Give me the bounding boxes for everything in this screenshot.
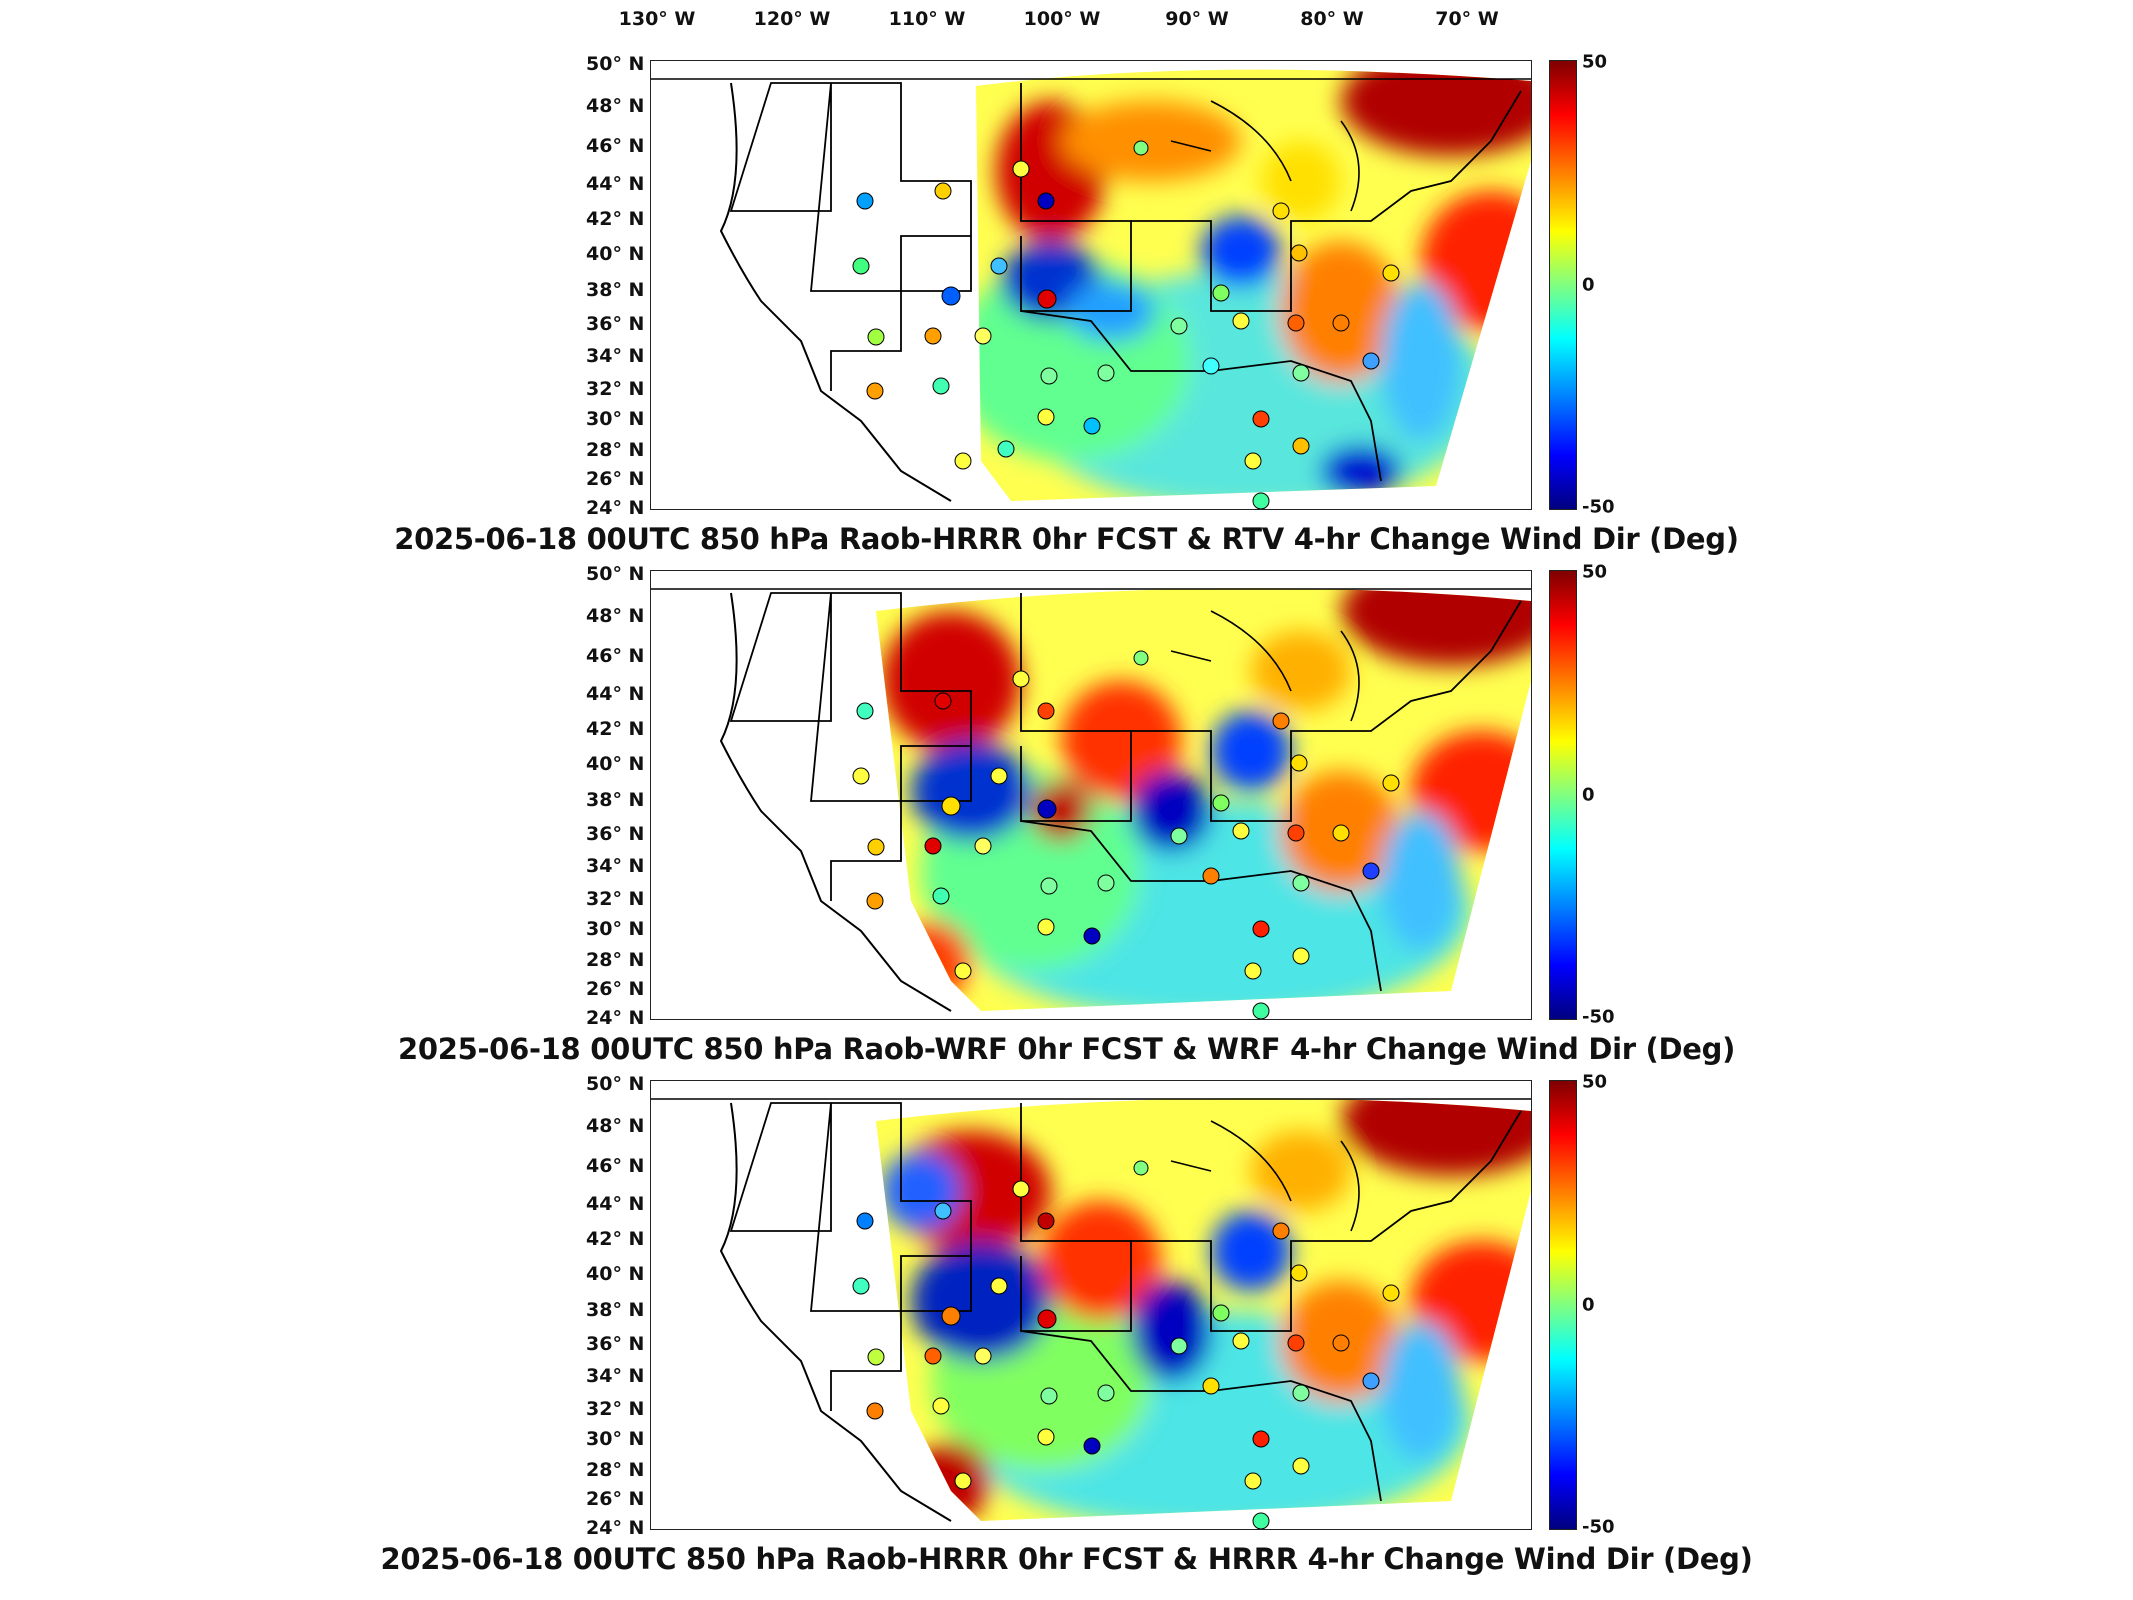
lon-label: 130° W (618, 8, 696, 30)
lat-label: 42° N (586, 1228, 645, 1250)
wind-direction-map (650, 1080, 1532, 1530)
colorbar (1549, 60, 1577, 510)
colorbar-min-label: -50 (1582, 1516, 1615, 1538)
lat-label: 42° N (586, 718, 645, 740)
lat-label: 26° N (586, 978, 645, 1000)
lat-label: 34° N (586, 345, 645, 367)
lat-label: 48° N (586, 605, 645, 627)
colorbar-mid-label: 0 (1582, 1294, 1595, 1316)
lat-label: 40° N (586, 1263, 645, 1285)
lat-label: 38° N (586, 279, 645, 301)
map-canvas (651, 1098, 1531, 1529)
lat-label: 34° N (586, 855, 645, 877)
colorbar-min-label: -50 (1582, 496, 1615, 518)
lon-label: 70° W (1435, 8, 1499, 30)
model-domain-field (976, 69, 1531, 502)
map-canvas (651, 69, 1531, 509)
lat-label: 46° N (586, 135, 645, 157)
lat-label: 44° N (586, 173, 645, 195)
lat-label: 32° N (586, 888, 645, 910)
colorbar-max-label: 50 (1582, 1071, 1608, 1093)
lat-label: 48° N (586, 95, 645, 117)
lat-label: 50° N (586, 53, 645, 75)
colorbar-mid-label: 0 (1582, 784, 1595, 806)
raob-stations (852, 140, 1400, 509)
raob-stations (852, 650, 1400, 1019)
model-domain-field (876, 588, 1531, 1012)
panel-title: 2025-06-18 00UTC 850 hPa Raob-HRRR 0hr F… (380, 1542, 1753, 1576)
lat-label: 38° N (586, 1299, 645, 1321)
colorbar (1549, 570, 1577, 1020)
colorbar-max-label: 50 (1582, 561, 1608, 583)
lat-label: 46° N (586, 1155, 645, 1177)
lat-label: 32° N (586, 1398, 645, 1420)
map-canvas (651, 588, 1531, 1019)
colorbar-mid-label: 0 (1582, 274, 1595, 296)
lat-label: 30° N (586, 1428, 645, 1450)
lat-label: 26° N (586, 1488, 645, 1510)
lat-label: 44° N (586, 683, 645, 705)
lat-label: 36° N (586, 823, 645, 845)
lon-label: 90° W (1165, 8, 1229, 30)
lat-label: 50° N (586, 563, 645, 585)
lat-label: 50° N (586, 1073, 645, 1095)
lon-label: 80° W (1300, 8, 1364, 30)
lat-label: 24° N (586, 497, 645, 519)
wind-direction-map (650, 570, 1532, 1020)
lat-label: 36° N (586, 313, 645, 335)
lat-label: 28° N (586, 949, 645, 971)
colorbar-min-label: -50 (1582, 1006, 1615, 1028)
raob-stations (852, 1160, 1400, 1529)
lat-label: 30° N (586, 408, 645, 430)
lat-label: 48° N (586, 1115, 645, 1137)
panel-title: 2025-06-18 00UTC 850 hPa Raob-WRF 0hr FC… (397, 1032, 1736, 1066)
lat-label: 28° N (586, 439, 645, 461)
lat-label: 26° N (586, 468, 645, 490)
model-domain-field (876, 1098, 1531, 1522)
lat-label: 30° N (586, 918, 645, 940)
lon-label: 120° W (753, 8, 831, 30)
lon-label: 110° W (888, 8, 966, 30)
wind-direction-map (650, 60, 1532, 510)
lat-label: 24° N (586, 1517, 645, 1539)
lat-label: 28° N (586, 1459, 645, 1481)
lat-label: 32° N (586, 378, 645, 400)
lat-label: 24° N (586, 1007, 645, 1029)
lat-label: 44° N (586, 1193, 645, 1215)
lat-label: 38° N (586, 789, 645, 811)
colorbar (1549, 1080, 1577, 1530)
longitude-axis: 130° W 120° W 110° W 100° W 90° W 80° W … (0, 0, 2133, 40)
lat-label: 46° N (586, 645, 645, 667)
lat-label: 34° N (586, 1365, 645, 1387)
lat-label: 40° N (586, 243, 645, 265)
lat-label: 42° N (586, 208, 645, 230)
panel-title: 2025-06-18 00UTC 850 hPa Raob-HRRR 0hr F… (394, 522, 1739, 556)
lat-label: 40° N (586, 753, 645, 775)
colorbar-max-label: 50 (1582, 51, 1608, 73)
lat-label: 36° N (586, 1333, 645, 1355)
lon-label: 100° W (1023, 8, 1101, 30)
